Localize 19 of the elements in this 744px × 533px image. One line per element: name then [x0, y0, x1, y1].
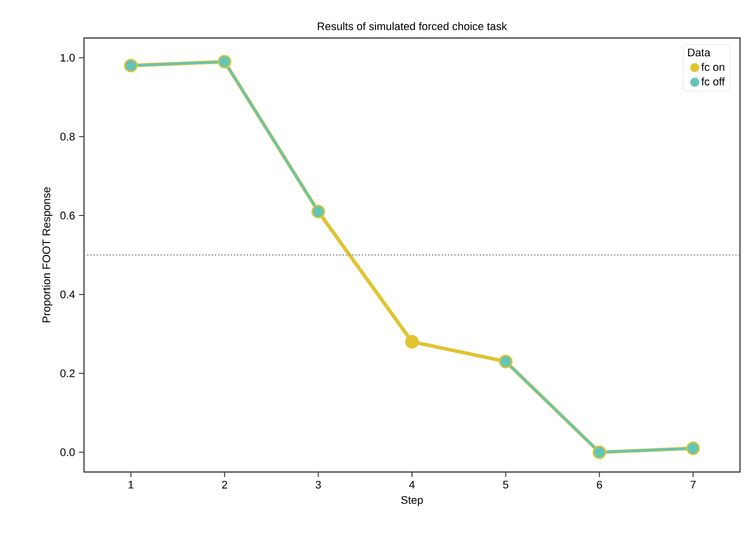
- y-tick-label: 0.2: [60, 369, 75, 378]
- x-axis-title: Step: [401, 496, 423, 506]
- x-tick-label: 3: [316, 480, 321, 489]
- chart-title: Results of simulated forced choice task: [318, 22, 508, 30]
- legend-label: fc off: [701, 77, 725, 86]
- x-tick-label: 1: [128, 480, 134, 488]
- x-tick-label: 5: [503, 480, 508, 488]
- x-tick-label: 6: [596, 480, 602, 489]
- x-tick-label: 4: [409, 480, 415, 488]
- y-tick-label: 0.6: [60, 212, 75, 220]
- legend-label: fc on: [701, 62, 724, 71]
- y-axis-title: Proportion FOOT Response: [42, 187, 52, 322]
- x-tick-label: 2: [222, 480, 228, 488]
- y-tick-label: 1.0: [60, 54, 75, 62]
- x-tick-label: 7: [690, 480, 696, 488]
- y-tick-label: 0.0: [60, 448, 75, 456]
- legend-title: Data: [688, 48, 710, 56]
- y-tick-label: 0.8: [60, 132, 75, 141]
- y-tick-label: 0.4: [60, 290, 75, 298]
